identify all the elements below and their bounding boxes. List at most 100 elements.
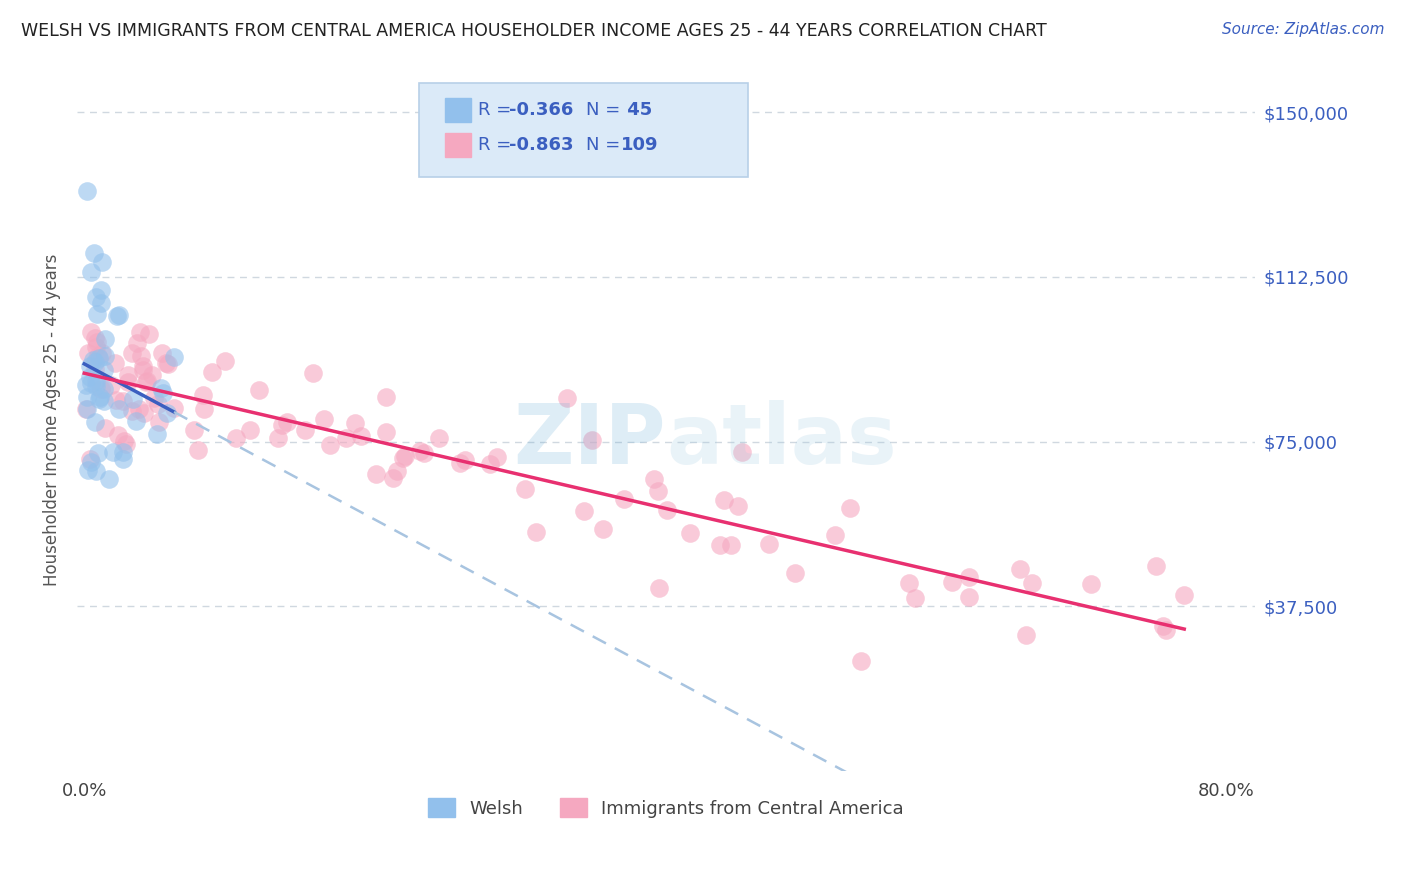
- Bar: [444, 98, 471, 122]
- Point: [1152, 619, 1174, 633]
- Point: [318, 438, 340, 452]
- Point: [486, 450, 509, 465]
- Point: [75, 377, 97, 392]
- Point: [276, 415, 298, 429]
- Point: [94, 421, 117, 435]
- Point: [1021, 576, 1043, 591]
- Point: [409, 444, 432, 458]
- Point: [75, 402, 97, 417]
- Point: [131, 362, 153, 376]
- Point: [135, 375, 157, 389]
- Point: [77, 346, 100, 360]
- Point: [83, 331, 105, 345]
- Point: [112, 445, 135, 459]
- Point: [83, 245, 105, 260]
- Legend: Welsh, Immigrants from Central America: Welsh, Immigrants from Central America: [420, 791, 911, 825]
- Point: [124, 414, 146, 428]
- Text: WELSH VS IMMIGRANTS FROM CENTRAL AMERICA HOUSEHOLDER INCOME AGES 25 - 44 YEARS C: WELSH VS IMMIGRANTS FROM CENTRAL AMERICA…: [21, 22, 1047, 40]
- Point: [80, 455, 103, 469]
- Point: [301, 367, 323, 381]
- Point: [89, 351, 111, 366]
- Point: [941, 575, 963, 590]
- Text: ZIP: ZIP: [513, 401, 666, 481]
- Point: [524, 525, 547, 540]
- Point: [122, 392, 145, 406]
- Point: [335, 431, 357, 445]
- Point: [648, 581, 671, 595]
- Point: [79, 325, 101, 339]
- Point: [107, 308, 129, 322]
- Point: [1144, 559, 1167, 574]
- Point: [121, 346, 143, 360]
- Point: [79, 359, 101, 373]
- Text: R =: R =: [478, 101, 516, 119]
- Point: [104, 356, 127, 370]
- Point: [146, 427, 169, 442]
- Point: [112, 434, 135, 448]
- Point: [89, 390, 111, 404]
- Point: [156, 406, 179, 420]
- Point: [163, 350, 186, 364]
- Point: [239, 423, 262, 437]
- Point: [80, 376, 103, 390]
- Point: [157, 357, 180, 371]
- Point: [1015, 628, 1038, 642]
- Point: [79, 369, 101, 384]
- Point: [142, 392, 165, 406]
- Text: N =: N =: [586, 136, 626, 154]
- Point: [150, 346, 173, 360]
- Point: [90, 346, 112, 360]
- Point: [343, 417, 366, 431]
- Point: [93, 394, 115, 409]
- Point: [394, 450, 416, 464]
- Point: [851, 654, 873, 668]
- Point: [1080, 577, 1102, 591]
- Point: [150, 381, 173, 395]
- Point: [581, 434, 603, 448]
- Point: [957, 590, 980, 604]
- Point: [84, 290, 107, 304]
- Point: [225, 431, 247, 445]
- Point: [613, 492, 636, 507]
- Point: [314, 411, 336, 425]
- Point: [90, 296, 112, 310]
- Point: [86, 307, 108, 321]
- Point: [76, 401, 98, 416]
- Point: [785, 566, 807, 580]
- Point: [449, 456, 471, 470]
- Point: [266, 431, 288, 445]
- Point: [121, 404, 143, 418]
- Point: [897, 576, 920, 591]
- Point: [84, 362, 107, 376]
- Point: [713, 492, 735, 507]
- Point: [84, 340, 107, 354]
- Point: [152, 385, 174, 400]
- Point: [77, 463, 100, 477]
- Text: -0.366: -0.366: [509, 101, 574, 119]
- Point: [679, 526, 702, 541]
- Point: [709, 538, 731, 552]
- Point: [839, 500, 862, 515]
- Point: [183, 423, 205, 437]
- Point: [117, 376, 139, 390]
- Point: [100, 378, 122, 392]
- Point: [427, 431, 450, 445]
- Point: [82, 352, 104, 367]
- Point: [128, 401, 150, 416]
- Text: Source: ZipAtlas.com: Source: ZipAtlas.com: [1222, 22, 1385, 37]
- FancyBboxPatch shape: [419, 83, 748, 178]
- Point: [350, 429, 373, 443]
- Point: [104, 393, 127, 408]
- Point: [90, 283, 112, 297]
- Text: -0.863: -0.863: [509, 136, 574, 154]
- Point: [193, 402, 215, 417]
- Point: [364, 467, 387, 482]
- Point: [385, 464, 408, 478]
- Point: [90, 383, 112, 397]
- Point: [163, 401, 186, 415]
- Point: [83, 354, 105, 368]
- Point: [904, 591, 927, 606]
- Point: [555, 391, 578, 405]
- Point: [93, 362, 115, 376]
- Point: [125, 335, 148, 350]
